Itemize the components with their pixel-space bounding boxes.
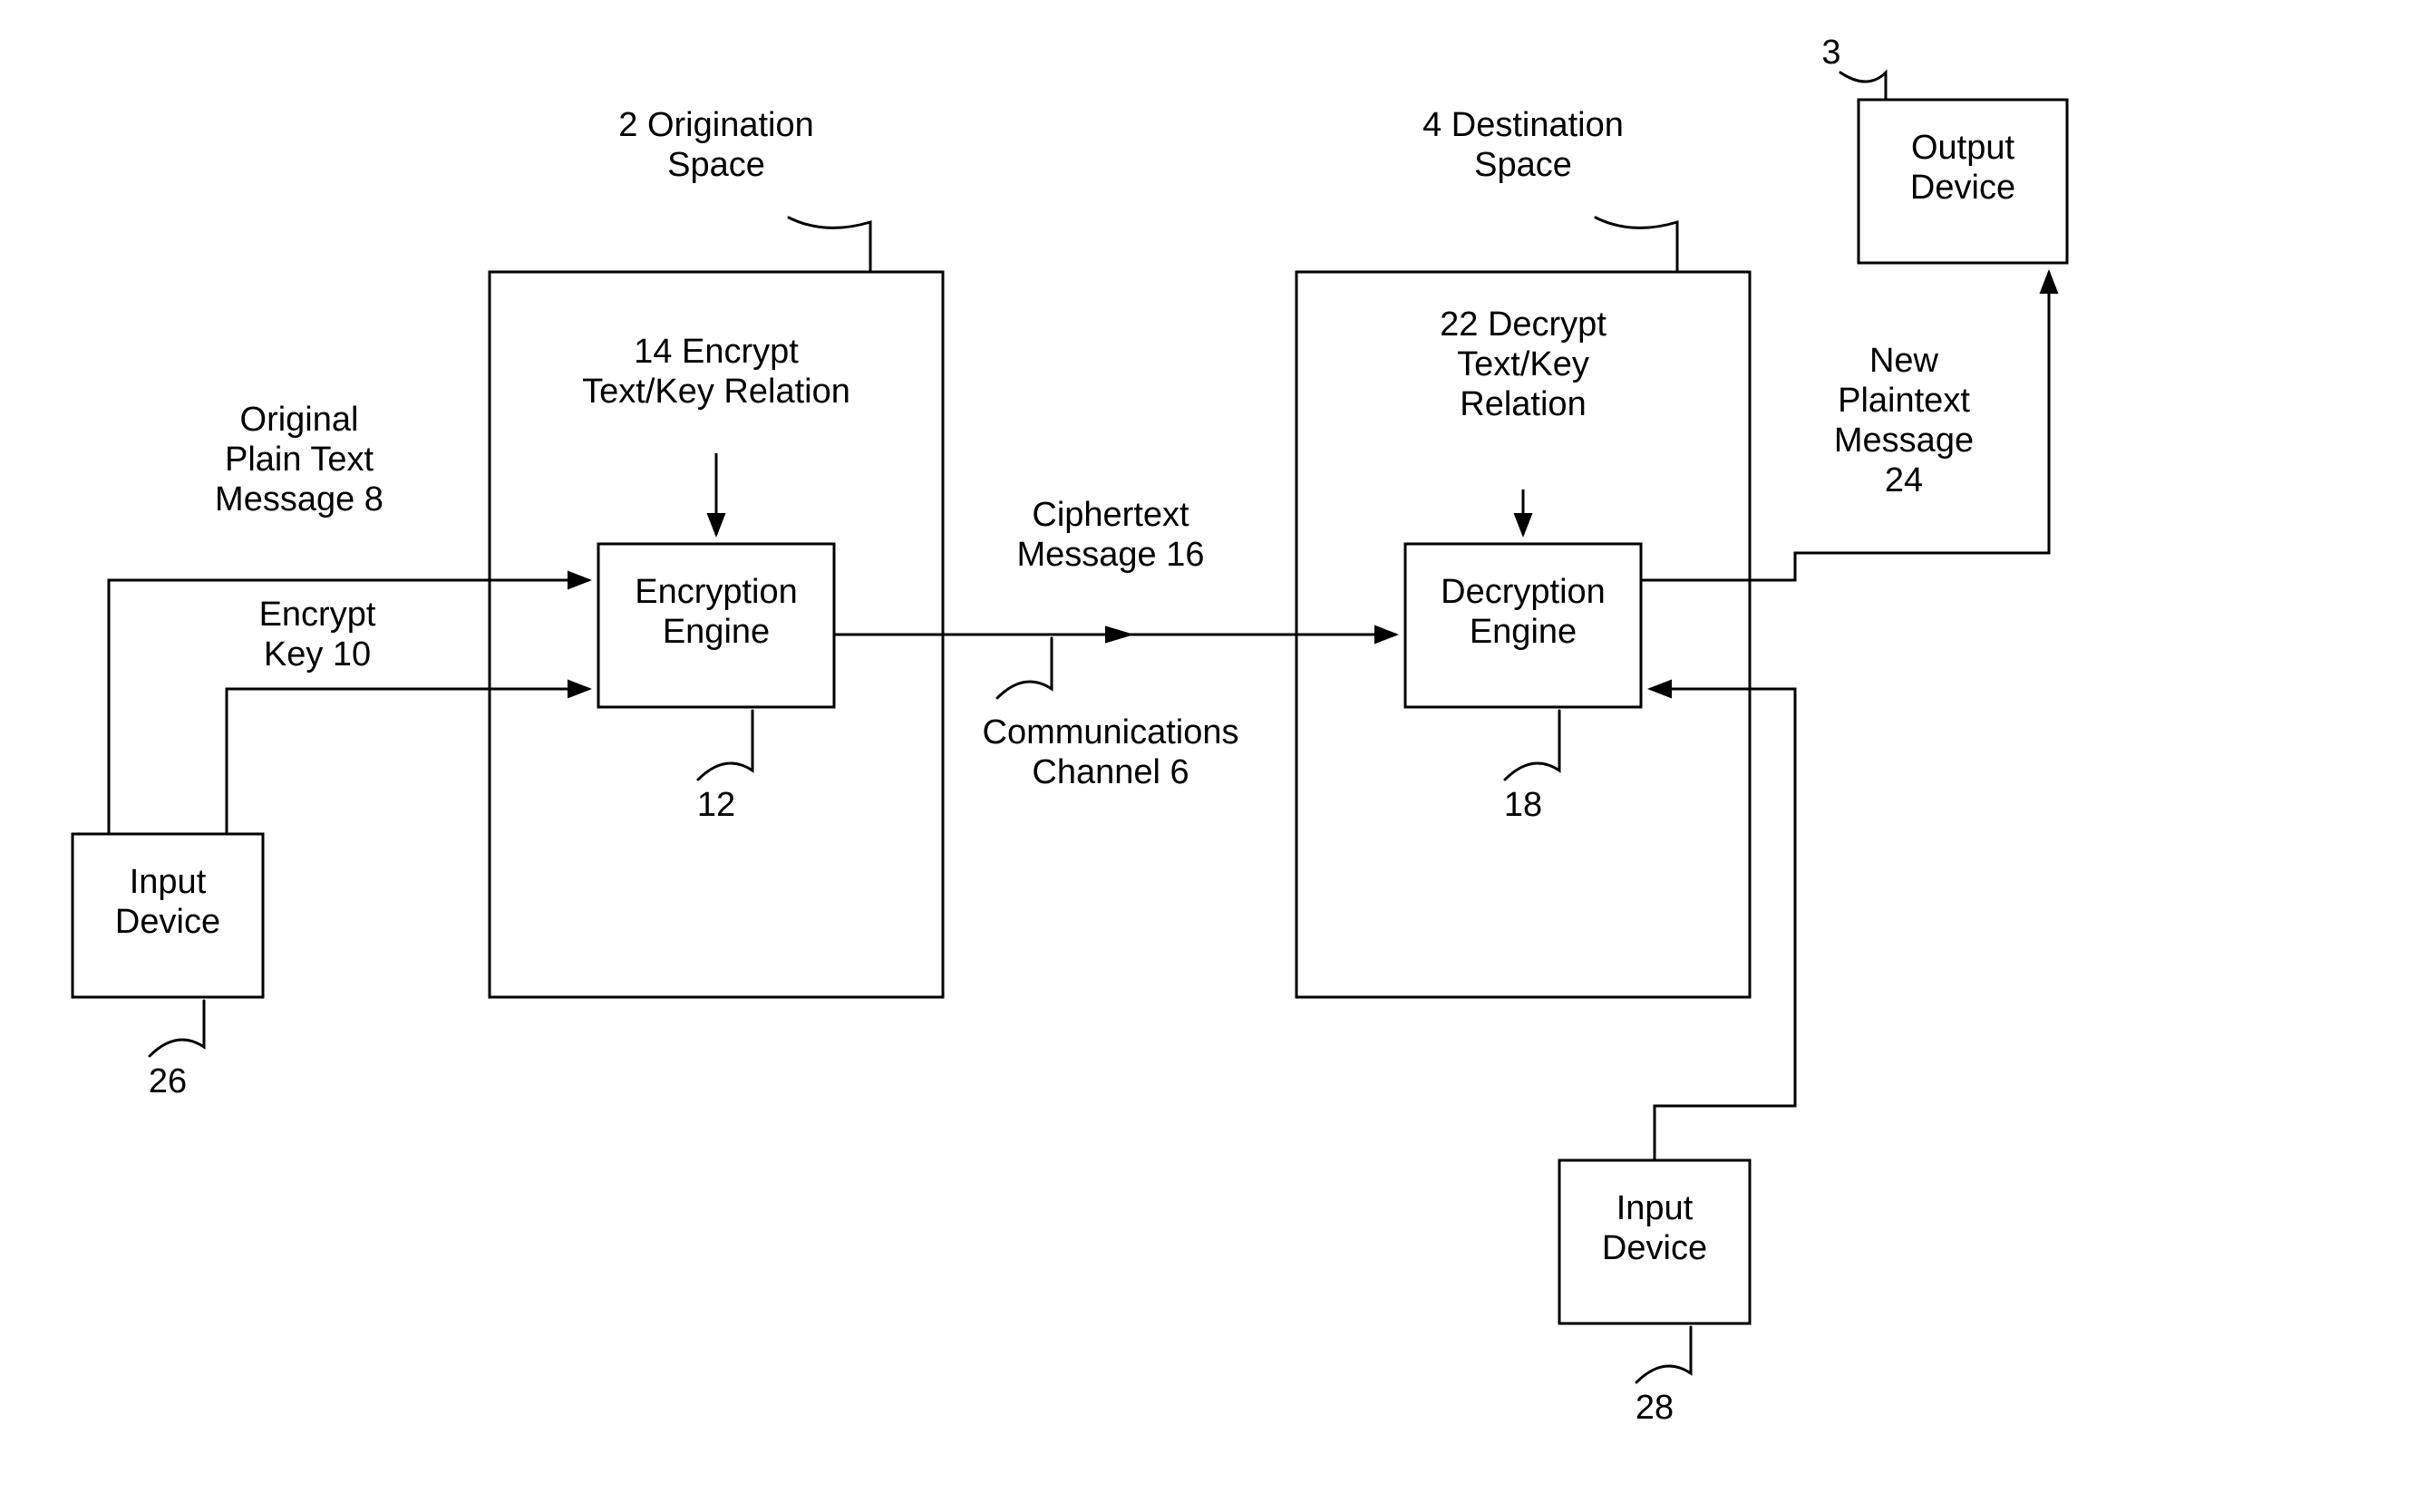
lead-num-26: [150, 1001, 204, 1056]
arrow-mid-engine-to-engine: [1105, 625, 1134, 643]
label-output-device-num: 3: [1821, 34, 1840, 72]
label-num-12: 12: [697, 786, 735, 824]
label-num-28: 28: [1636, 1389, 1674, 1427]
label-ciphertext: CiphertextMessage 16: [1016, 496, 1204, 574]
lead-destination-title: [1596, 218, 1677, 272]
lead-comm-channel: [997, 638, 1052, 698]
label-encrypt-key: EncryptKey 10: [259, 596, 376, 674]
lead-origination-title: [789, 218, 870, 272]
lead-output-num: [1840, 73, 1886, 100]
label-num-18: 18: [1504, 786, 1542, 824]
label-destination-space-title: 4 DestinationSpace: [1422, 106, 1624, 184]
label-new-plaintext: NewPlaintextMessage24: [1834, 342, 1974, 499]
label-num-26: 26: [149, 1062, 187, 1100]
label-original-plaintext: OriginalPlain TextMessage 8: [215, 401, 383, 519]
label-decrypt-relation: 22 DecryptText/KeyRelation: [1440, 305, 1606, 423]
lead-num-28: [1636, 1327, 1691, 1382]
label-origination-space-title: 2 OriginationSpace: [618, 106, 813, 184]
diagram-canvas: 2 OriginationSpace4 DestinationSpace3Out…: [0, 0, 2417, 1512]
label-comm-channel: CommunicationsChannel 6: [983, 713, 1239, 791]
